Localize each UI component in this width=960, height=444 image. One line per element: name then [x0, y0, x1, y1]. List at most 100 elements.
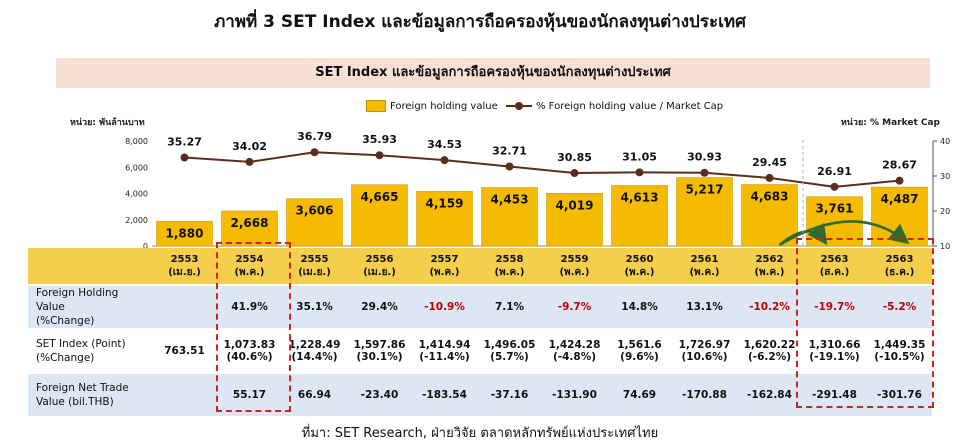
chart-subtitle: SET Index และข้อมูลการถือครองหุ้นของนักล… [56, 58, 930, 88]
month-label: (พ.ค.) [234, 267, 265, 278]
year-label: 2556 [365, 254, 394, 265]
table-row: Foreign Net Trade Value (bil.THB) 55.17 66.… [28, 372, 932, 416]
table-cell: 55.17 [217, 372, 282, 416]
cell-value: 1,597.86 [353, 339, 406, 351]
row-label: SET Index (Point) (%Change) [28, 328, 152, 373]
year-cell: 2558 (พ.ค.) [477, 248, 542, 285]
bar-value-label: 4,019 [556, 198, 594, 212]
cell-subvalue: (30.1%) [356, 351, 403, 363]
cell-value: 1,620.22 [743, 339, 796, 351]
table-cell: -9.7% [542, 284, 607, 329]
y-tick-label: 0 [143, 242, 148, 251]
year-label: 2555 [300, 254, 329, 265]
month-label: (ส.ค.) [819, 267, 850, 278]
bar-value-label: 4,487 [881, 192, 919, 206]
table-cell: 1,424.28 (-4.8%) [542, 328, 607, 373]
cell-value: 66.94 [297, 389, 332, 401]
row-label: Foreign Holding Value (%Change) [28, 284, 152, 329]
table-cell: 41.9% [217, 284, 282, 329]
bar [546, 193, 603, 247]
bar [741, 184, 798, 247]
line-value-label: 29.45 [752, 156, 787, 169]
y-tick-label: 6,000 [125, 163, 148, 172]
line-value-label: 30.93 [687, 151, 722, 164]
bar [351, 184, 408, 247]
unit-right: หน่วย: % Market Cap [840, 118, 940, 128]
year-cell: 2556 (เม.ย.) [347, 248, 412, 285]
line-point [310, 148, 319, 157]
y2-tick-label: 20 [940, 207, 950, 216]
line-point [830, 182, 839, 191]
cell-value: -5.2% [882, 301, 917, 313]
table-header-row: 2553 (เม.ย.) 2554 (พ.ค.) 2555 (เม.ย.) 2556 (เม.… [28, 248, 932, 285]
table-cell: 74.69 [607, 372, 672, 416]
table-cell: 1,496.05 (5.7%) [477, 328, 542, 373]
cell-subvalue: (9.6%) [620, 351, 659, 363]
row-label-line: (%Change) [36, 352, 95, 364]
trend-arrow [778, 220, 910, 247]
bar-value-label: 2,668 [231, 216, 269, 230]
legend-label-line: % Foreign holding value / Market Cap [536, 100, 724, 112]
y2-tick-label: 30 [940, 172, 950, 181]
cell-value: -170.88 [682, 389, 727, 401]
year-cell: 2553 (เม.ย.) [152, 248, 217, 285]
cell-value: -291.48 [812, 389, 857, 401]
cell-value: 763.51 [164, 345, 205, 357]
bar [676, 177, 733, 247]
cell-value: -9.7% [557, 301, 592, 313]
table-cell: 1,620.22 (-6.2%) [737, 328, 802, 373]
line-value-label: 28.67 [882, 159, 917, 172]
year-label: 2562 [755, 254, 784, 265]
year-label: 2558 [495, 254, 524, 265]
bar [156, 221, 213, 247]
table-cell: 1,561.6 (9.6%) [607, 328, 672, 373]
cell-value: -301.76 [877, 389, 922, 401]
row-label-line: (%Change) [36, 315, 95, 327]
year-cell: 2559 (พ.ค.) [542, 248, 607, 285]
month-label: (พ.ค.) [689, 267, 720, 278]
cell-value: 74.69 [622, 389, 657, 401]
row-label-line: SET Index (Point) [36, 338, 126, 350]
unit-left: หน่วย: พันล้านบาท [70, 118, 145, 128]
series-line [184, 151, 900, 188]
y-tick-label: 8,000 [125, 137, 148, 146]
year-label: 2554 [235, 254, 264, 265]
cell-value: 1,073.83 [223, 339, 276, 351]
table-cell: 14.8% [607, 284, 672, 329]
bar-value-label: 4,683 [751, 190, 789, 204]
cell-value: 1,561.6 [617, 339, 662, 351]
cell-subvalue: (40.6%) [226, 351, 273, 363]
line-value-label: 31.05 [622, 150, 657, 163]
cell-value: 1,449.35 [873, 339, 926, 351]
year-cell: 2561 (พ.ค.) [672, 248, 737, 285]
cell-subvalue: (-19.1%) [809, 351, 860, 363]
cell-value: -183.54 [422, 389, 467, 401]
year-label: 2553 [170, 254, 199, 265]
table-cell: -19.7% [802, 284, 867, 329]
cell-value: 29.4% [361, 301, 398, 313]
bar [286, 198, 343, 247]
table-cell: 763.51 [152, 328, 217, 373]
year-label: 2560 [625, 254, 654, 265]
cell-value: -23.40 [360, 389, 399, 401]
cell-value: -10.9% [424, 301, 465, 313]
legend-label-bar: Foreign holding value [390, 100, 498, 112]
line-point [570, 169, 579, 178]
year-label: 2561 [690, 254, 719, 265]
line-point [440, 156, 449, 165]
bar-value-label: 4,453 [491, 193, 529, 207]
page-title: ภาพที่ 3 SET Index และข้อมูลการถือครองหุ… [214, 12, 746, 32]
cell-subvalue: (-6.2%) [747, 351, 792, 363]
cell-subvalue: (5.7%) [490, 351, 529, 363]
line-point [375, 151, 384, 160]
cell-value: 1,228.49 [288, 339, 341, 351]
year-label: 2559 [560, 254, 589, 265]
month-label: (พ.ค.) [624, 267, 655, 278]
table-cell: 1,414.94 (-11.4%) [412, 328, 477, 373]
cell-subvalue: (-11.4%) [419, 351, 470, 363]
month-label: (เม.ย.) [168, 267, 201, 278]
cell-subvalue: (14.4%) [291, 351, 338, 363]
table-cell: 1,726.97 (10.6%) [672, 328, 737, 373]
year-cell: 2563 (ธ.ค.) [867, 248, 932, 285]
